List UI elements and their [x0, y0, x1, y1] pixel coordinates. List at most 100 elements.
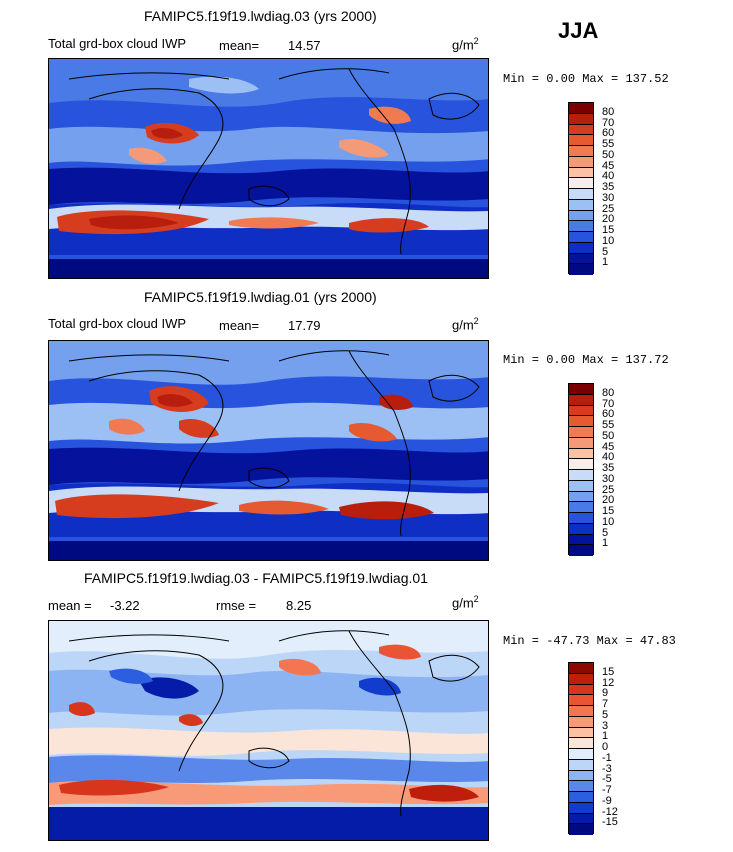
colorbar-tick-label: 5 [602, 708, 609, 721]
colorbar-swatch [569, 384, 593, 395]
colorbar-tick-label: 25 [602, 202, 615, 215]
colorbar-tick-label: 9 [602, 687, 609, 700]
panel3-rmse-label: rmse = [216, 598, 257, 613]
colorbar-swatch [569, 738, 593, 749]
colorbar-swatch [569, 695, 593, 706]
colorbar-tick-label: 1 [602, 256, 609, 269]
colorbar-tick-label: 45 [602, 159, 615, 172]
colorbar-swatch [569, 232, 593, 243]
colorbar-swatch [569, 480, 593, 492]
colorbar-swatch [569, 394, 593, 406]
panel3-mean-label: mean = [48, 598, 92, 613]
colorbar-tick-label: 15 [602, 665, 615, 678]
colorbar-tick-label: 0 [602, 741, 609, 753]
colorbar-swatch [569, 156, 593, 168]
colorbar-swatch [569, 437, 593, 449]
colorbar-tick-label: 12 [602, 676, 615, 689]
colorbar-swatch [569, 210, 593, 222]
colorbar-tick-label: 30 [602, 472, 615, 485]
colorbar-tick-label: -1 [602, 751, 612, 764]
panel2-variable: Total grd-box cloud IWP [48, 316, 187, 331]
colorbar-swatch [569, 770, 593, 782]
colorbar-swatch [569, 684, 593, 696]
colorbar-swatch [569, 491, 593, 503]
colorbar-tick-label: 35 [602, 462, 615, 474]
colorbar-tick-label: 45 [602, 440, 615, 453]
colorbar-swatch [569, 502, 593, 513]
colorbar-swatch [569, 727, 593, 739]
colorbar-swatch [569, 199, 593, 211]
colorbar-swatch [569, 523, 593, 535]
panel1-map [48, 58, 489, 279]
colorbar-swatch [569, 113, 593, 125]
panel3-title: FAMIPC5.f19f19.lwdiag.03 - FAMIPC5.f19f1… [84, 570, 428, 586]
colorbar-swatch [569, 706, 593, 717]
colorbar-tick-label: 60 [602, 408, 615, 421]
colorbar-tick-label: 55 [602, 419, 615, 431]
colorbar-tick-label: 50 [602, 148, 615, 161]
panel2-mean-label: mean= [219, 318, 260, 333]
colorbar-swatch [569, 253, 593, 265]
colorbar-tick-label: -9 [602, 794, 612, 807]
colorbar-tick-label: 60 [602, 127, 615, 140]
colorbar-swatch [569, 264, 593, 275]
colorbar-swatch [569, 448, 593, 460]
colorbar-swatch [569, 242, 593, 254]
colorbar-tick-label: 55 [602, 138, 615, 150]
panel1-mean-label: mean= [219, 38, 260, 53]
colorbar-swatch [569, 663, 593, 674]
colorbar-swatch [569, 470, 593, 481]
colorbar-tick-label: 30 [602, 191, 615, 204]
panel2-map [48, 340, 489, 561]
panel1-min-max: Min = 0.00 Max = 137.52 [503, 72, 669, 86]
colorbar-tick-label: 80 [602, 105, 615, 118]
colorbar-swatch [569, 792, 593, 803]
panel3-rmse-value: 8.25 [286, 598, 312, 613]
colorbar-tick-label: 1 [602, 537, 609, 550]
panel2-mean-value: 17.79 [288, 318, 321, 333]
panel2-colorbar [568, 383, 594, 556]
colorbar-swatch [569, 103, 593, 114]
colorbar-swatch [569, 513, 593, 524]
colorbar-tick-label: 5 [602, 245, 609, 258]
colorbar-tick-label: 70 [602, 116, 615, 129]
colorbar-tick-label: 10 [602, 515, 615, 528]
colorbar-swatch [569, 146, 593, 157]
panel3-mean-value: -3.22 [110, 598, 140, 613]
panel1-mean-value: 14.57 [288, 38, 321, 53]
panel1-colorbar [568, 102, 594, 275]
colorbar-swatch [569, 178, 593, 189]
colorbar-tick-label: 15 [602, 505, 615, 517]
colorbar-tick-label: -3 [602, 762, 612, 775]
colorbar-tick-label: 10 [602, 234, 615, 247]
colorbar-swatch [569, 459, 593, 470]
colorbar-swatch [569, 749, 593, 760]
colorbar-swatch [569, 545, 593, 556]
colorbar-swatch [569, 416, 593, 427]
colorbar-tick-label: 5 [602, 526, 609, 539]
colorbar-tick-label: 1 [602, 730, 609, 743]
colorbar-swatch [569, 167, 593, 179]
panel3-min-max: Min = -47.73 Max = 47.83 [503, 634, 676, 648]
colorbar-swatch [569, 189, 593, 200]
colorbar-swatch [569, 221, 593, 232]
colorbar-swatch [569, 135, 593, 146]
colorbar-swatch [569, 802, 593, 814]
colorbar-tick-label: 80 [602, 386, 615, 399]
colorbar-tick-label: 15 [602, 224, 615, 236]
colorbar-swatch [569, 781, 593, 792]
colorbar-tick-label: 3 [602, 719, 609, 732]
colorbar-swatch [569, 759, 593, 771]
colorbar-swatch [569, 813, 593, 825]
colorbar-tick-label: -7 [602, 784, 612, 796]
panel1-title: FAMIPC5.f19f19.lwdiag.03 (yrs 2000) [144, 8, 377, 24]
colorbar-tick-label: 35 [602, 181, 615, 193]
colorbar-swatch [569, 824, 593, 835]
colorbar-swatch [569, 534, 593, 546]
season-label: JJA [558, 18, 599, 43]
panel1-units: g/m2 [452, 36, 479, 53]
colorbar-tick-label: 50 [602, 429, 615, 442]
colorbar-tick-label: -5 [602, 773, 612, 786]
panel2-min-max: Min = 0.00 Max = 137.72 [503, 353, 669, 367]
colorbar-tick-label: -12 [602, 805, 618, 818]
